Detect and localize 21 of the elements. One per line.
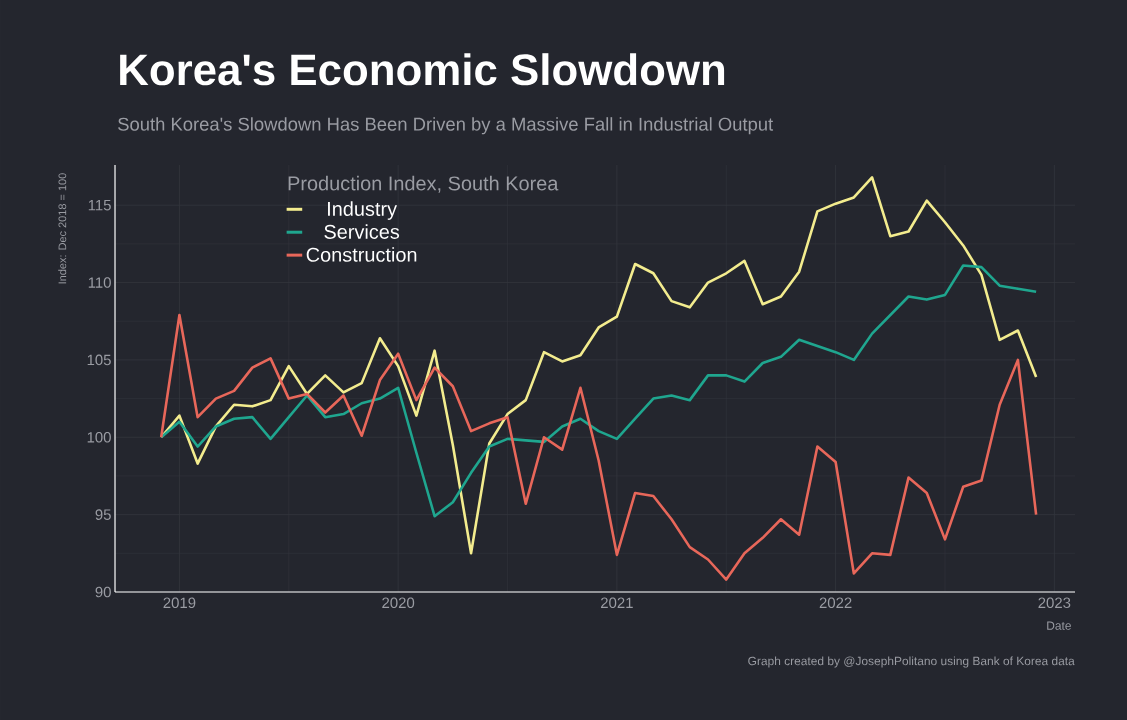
y-tick-label: 90 — [95, 586, 111, 598]
legend-label: Services — [324, 224, 400, 239]
x-axis-title: Date — [1047, 621, 1071, 630]
legend-label: Construction — [306, 247, 417, 262]
line-series — [159, 313, 1038, 581]
y-tick-label: 115 — [88, 199, 111, 211]
x-tick-label: 2022 — [819, 597, 852, 609]
x-tick-label: 2023 — [1038, 597, 1071, 609]
legend-title: Production Index, South Korea — [288, 175, 559, 193]
chart-subtitle: South Korea's Slowdown Has Been Driven by a Massive Fall in Industrial Output — [118, 117, 774, 135]
chart-title: Korea's Economic Slowdown — [120, 53, 725, 86]
x-tick-label: 2021 — [601, 597, 633, 609]
y-tick-label: 110 — [88, 277, 111, 288]
y-tick-label: 100 — [87, 431, 111, 443]
y-axis-title: Index: Dec 2018 = 100 — [58, 173, 67, 284]
text: Graph created by @JosephPolitano using Bank of Korea data — [748, 656, 1075, 668]
x-tick-label: 2019 — [163, 597, 196, 609]
y-tick-label: 105 — [87, 354, 111, 366]
legend-label: Industry — [328, 201, 398, 220]
y-tick-label: 95 — [95, 509, 111, 520]
x-tick-label: 2020 — [382, 597, 415, 609]
